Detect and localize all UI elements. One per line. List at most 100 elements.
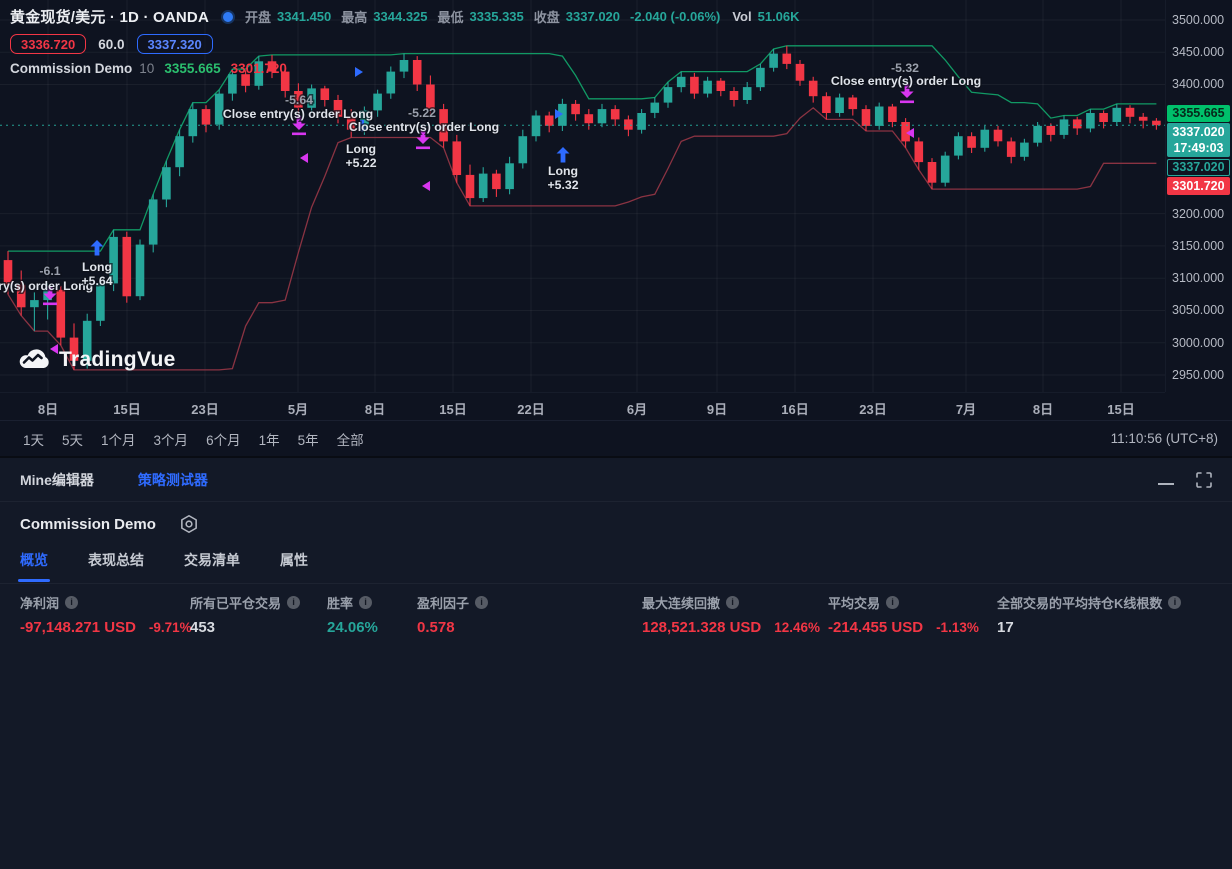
time-tick-label: 8日 [1032,402,1054,417]
info-icon[interactable] [287,596,301,609]
stat-value: -97,148.271 USD [20,619,136,636]
symbol-title[interactable]: 黄金现货/美元 · 1D · OANDA [10,9,210,26]
close-value: 3337.020 [565,9,621,24]
stat-label: 所有已平仓交易 [190,596,282,611]
legend-row-symbol: 黄金现货/美元 · 1D · OANDA 开盘 3341.450 最高 3344.3… [10,6,810,27]
entry-down-arrow-icon [357,120,367,132]
trade-annotation: Close entry(s) order Long [0,279,93,293]
info-icon[interactable] [726,596,740,609]
info-icon[interactable] [359,596,373,609]
time-tick-label: 16日 [781,402,809,417]
range-button-3[interactable]: 3个月 [153,432,189,448]
strategy-name: Commission Demo [20,515,156,533]
info-icon[interactable] [886,596,900,609]
minimize-icon[interactable] [1158,482,1174,485]
range-button-6[interactable]: 5年 [297,432,319,448]
entry-marker-icon [355,67,363,77]
range-button-4[interactable]: 6个月 [206,432,241,448]
panel-tab-strategy-tester[interactable]: 策略测试器 [137,471,208,488]
panel-tab-editor[interactable]: Mine编辑器 [20,471,94,488]
stat-block-1: 所有已平仓交易 453 [190,593,301,636]
strategy-tester-panel: Mine编辑器 策略测试器 Commission Demo 概览 表现总结交 [0,456,1232,869]
trade-annotation: Long [82,260,112,274]
range-button-0[interactable]: 1天 [23,432,45,448]
stat-label: 胜率 [327,596,354,611]
time-tick-label: 23日 [859,402,887,417]
candlestick-chart[interactable]: Close entry(s) order Long-6.1Long+5.64-5… [0,0,1165,392]
maximize-icon[interactable] [1196,471,1212,488]
time-tick-label: 15日 [113,402,141,417]
instrument-logo-icon [221,9,236,24]
range-button-2[interactable]: 1个月 [101,432,136,448]
trade-annotation: +5.22 [345,156,376,170]
time-tick-label: 22日 [517,402,545,417]
trade-annotation: Long [548,164,578,178]
entry-marker-icon [555,109,563,119]
price-tick-label: 3450.000 [1172,45,1225,59]
stat-sub-value: -9.71% [148,620,192,635]
stat-block-5: 平均交易 -214.455 USD -1.13% [828,593,979,636]
exit-marker-icon [50,344,58,354]
long-entry-arrow-icon [556,147,570,163]
close-order-arrow-icon [292,116,306,136]
stat-value: 17 [997,619,1014,636]
close-label: 收盘 [533,10,560,25]
trade-annotation: -5.32 [891,61,919,75]
strategy-legend-name[interactable]: Commission Demo [10,61,133,76]
trade-annotation: Close entry(s) order Long [831,74,981,88]
channel-upper-badge: 3355.665 [1167,105,1230,122]
range-toolbar: 1天 5天 1个月 3个月 6个月 1年 5年 全部 11:10:56 (UTC+8) [0,420,1232,456]
price-tick-label: 3400.000 [1172,77,1225,91]
info-icon[interactable] [475,596,489,609]
chart-section: Close entry(s) order Long-6.1Long+5.64-5… [0,0,1232,456]
range-button-5[interactable]: 1年 [258,432,280,448]
price-axis[interactable]: 3500.000 3450.000 3400.000 3200.000 3150.000… [1165,0,1232,392]
cloud-logo-icon [19,349,49,368]
info-icon[interactable] [1168,596,1182,609]
time-tick-label: 23日 [191,402,219,417]
trade-annotation: -5.64 [285,93,313,107]
stat-value: 24.06% [327,619,378,636]
price-tick-label: 3100.000 [1172,271,1225,285]
stat-value: 453 [190,619,216,636]
trade-annotation: Close entry(s) order Long [223,107,373,121]
range-button-1[interactable]: 5天 [62,432,84,448]
stat-sub-value: -1.13% [936,620,979,635]
stat-label: 净利润 [20,596,60,611]
time-tick-label: 9日 [706,402,728,417]
limit-price-badge[interactable]: 3337.320 [136,34,213,54]
close-order-arrow-icon [43,286,57,306]
time-tick-label: 7月 [955,402,977,417]
stat-label: 全部交易的平均持仓K线根数 [997,596,1163,611]
trade-annotation: Long [346,142,376,156]
trade-annotation: +5.64 [81,274,112,288]
strategy-upper-value: 3355.665 [164,61,221,76]
low-value: 3335.335 [469,9,524,24]
stat-block-4: 最大连续回撤 128,521.328 USD 12.46% [642,593,820,636]
report-tab-0[interactable]: 概览 [18,546,50,582]
trade-annotation: -5.22 [408,106,436,120]
strategy-lower-value: 3301.720 [230,61,287,76]
report-tab-2[interactable]: 交易清单 [184,552,240,568]
report-tab-1[interactable]: 表现总结 [88,552,144,568]
price-tick-label: 3200.000 [1172,207,1225,221]
exit-marker-icon [906,128,914,138]
range-button-7[interactable]: 全部 [336,432,364,448]
strategy-param: 10 [139,61,155,76]
high-value: 3344.325 [373,9,428,24]
info-icon[interactable] [65,596,79,609]
price-tick-label: 3050.000 [1172,303,1225,317]
stat-block-0: 净利润 -97,148.271 USD -9.71% [20,593,192,636]
watermark-text: TradingVue [59,348,176,371]
settings-gear-icon[interactable] [178,513,200,535]
stop-price-badge[interactable]: 3336.720 [10,34,87,54]
stat-block-6: 全部交易的平均持仓K线根数 17 [997,593,1182,636]
report-tab-3[interactable]: 属性 [280,552,308,568]
legend-row-strategy: Commission Demo 10 3355.665 3301.720 [10,61,810,76]
watermark-logo: TradingVue [16,347,176,373]
time-axis[interactable]: 8日 15日 23日 5月 8日 15日 22日 6月 9日 16日 23日 7月 8日 15日 [0,392,1165,420]
time-tick-label: 8日 [37,402,59,417]
last-price-value: 3337.020 [1172,125,1225,139]
time-tick-label: 15日 [439,402,467,417]
